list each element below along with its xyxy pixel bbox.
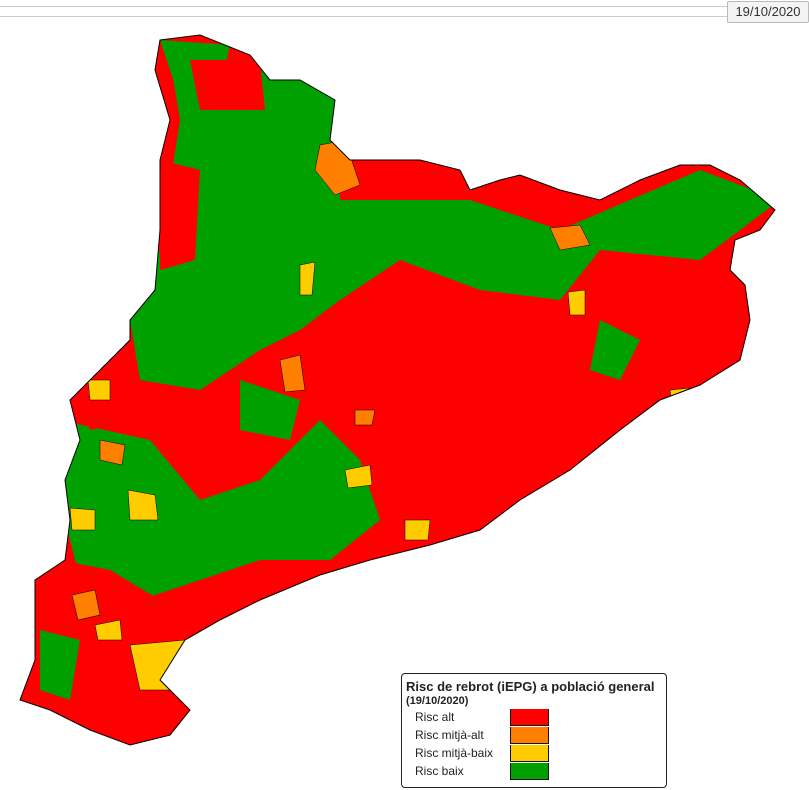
legend-label: Risc mitjà-baix xyxy=(415,746,494,760)
legend-swatch-orange xyxy=(510,726,549,744)
timeline-date-label[interactable]: 19/10/2020 xyxy=(727,1,809,23)
legend-label: Risc alt xyxy=(415,710,455,724)
regions-risc-baix xyxy=(40,40,775,700)
legend-title: Risc de rebrot (iEPG) a població general xyxy=(406,679,655,694)
legend-swatch-red xyxy=(510,708,549,726)
legend-item-risc-alt: Risc alt xyxy=(406,708,662,726)
legend-label: Risc baix xyxy=(415,764,464,778)
legend-swatch-yellow xyxy=(510,744,549,762)
legend-swatch-green xyxy=(510,762,549,780)
legend-subtitle: (19/10/2020) xyxy=(406,695,469,707)
legend-item-risc-mitja-alt: Risc mitjà-alt xyxy=(406,726,662,744)
map-legend: Risc de rebrot (iEPG) a població general… xyxy=(401,673,667,788)
legend-item-risc-mitja-baix: Risc mitjà-baix xyxy=(406,744,662,762)
legend-label: Risc mitjà-alt xyxy=(415,728,484,742)
legend-item-risc-baix: Risc baix xyxy=(406,762,662,780)
